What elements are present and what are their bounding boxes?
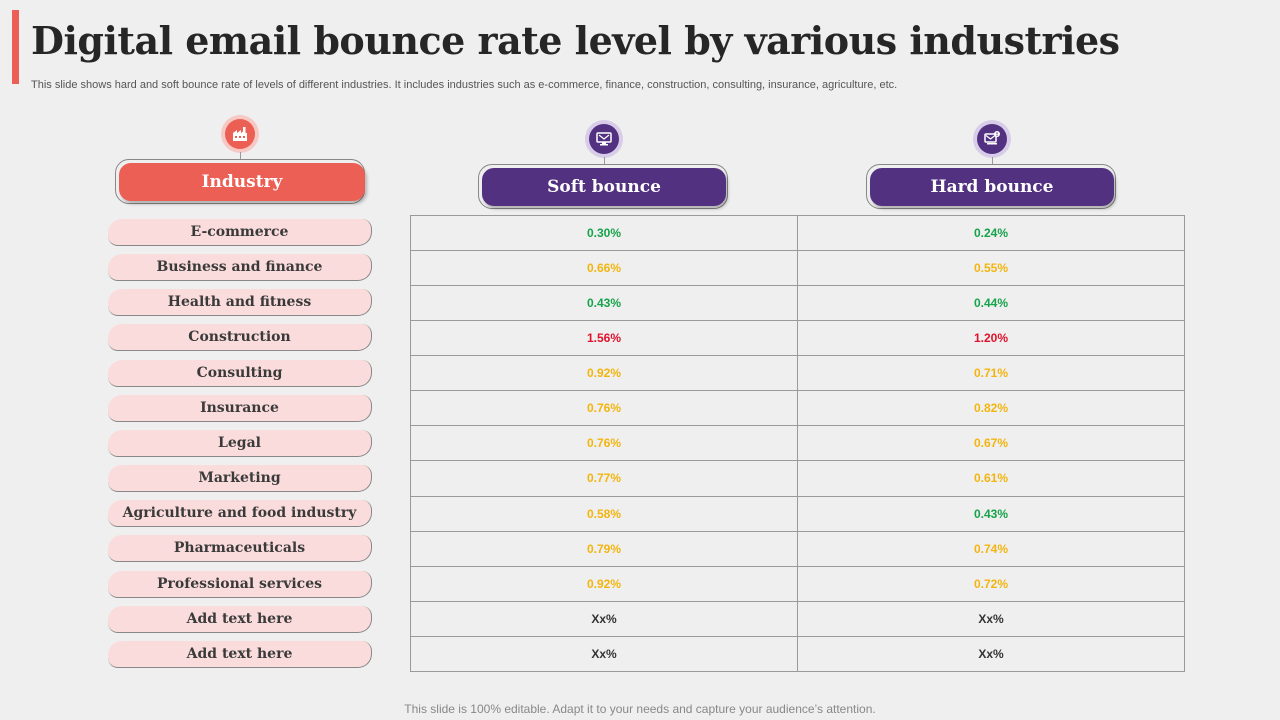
industry-label: Construction [108, 324, 372, 351]
industry-label: Health and fitness [108, 289, 372, 316]
bounce-rate-table: 0.30% 0.24% 0.66% 0.55% 0.43% 0.44% 1.56… [410, 214, 1185, 673]
soft-bounce-cell: Xx% [410, 600, 798, 637]
soft-bounce-cell: 0.76% [410, 390, 798, 427]
soft-bounce-cell: 0.79% [410, 530, 798, 567]
industry-label: Agriculture and food industry [108, 500, 372, 527]
table-row: 0.43% 0.44% [410, 285, 1185, 322]
hard-bounce-cell: 1.20% [797, 320, 1185, 357]
hard-bounce-cell: 0.61% [797, 460, 1185, 497]
hard-bounce-header: Hard bounce [870, 168, 1114, 206]
table-row: 1.56% 1.20% [410, 320, 1185, 357]
industry-label: Pharmaceuticals [108, 535, 372, 562]
industry-label: E-commerce [108, 219, 372, 246]
soft-bounce-cell: 0.76% [410, 425, 798, 462]
industry-label: Add text here [108, 606, 372, 633]
table-row: 0.66% 0.55% [410, 250, 1185, 287]
soft-bounce-cell: Xx% [410, 635, 798, 673]
soft-bounce-cell: 1.56% [410, 320, 798, 357]
table-row: 0.76% 0.67% [410, 425, 1185, 462]
email-alert-icon [984, 131, 1000, 145]
hard-bounce-cell: 0.71% [797, 355, 1185, 392]
table-row: 0.79% 0.74% [410, 530, 1185, 567]
hard-bounce-cell: 0.24% [797, 214, 1185, 252]
table-row: Xx% Xx% [410, 600, 1185, 637]
factory-icon [233, 127, 247, 141]
industry-label: Add text here [108, 641, 372, 668]
table-row: 0.92% 0.72% [410, 565, 1185, 602]
soft-bounce-cell: 0.58% [410, 495, 798, 532]
industry-icon-badge [221, 115, 259, 153]
soft-bounce-header: Soft bounce [482, 168, 726, 206]
accent-bar [12, 10, 19, 84]
soft-bounce-cell: 0.92% [410, 565, 798, 602]
page-subtitle: This slide shows hard and soft bounce ra… [31, 79, 898, 91]
industry-header: Industry [119, 163, 365, 201]
hard-bounce-icon-badge [973, 120, 1011, 158]
soft-bounce-cell: 0.66% [410, 250, 798, 287]
soft-bounce-cell: 0.30% [410, 214, 798, 252]
table-row: 0.76% 0.82% [410, 390, 1185, 427]
hard-bounce-cell: Xx% [797, 600, 1185, 637]
industry-label: Legal [108, 430, 372, 457]
table-row: 0.77% 0.61% [410, 460, 1185, 497]
soft-bounce-cell: 0.92% [410, 355, 798, 392]
industry-label: Professional services [108, 571, 372, 598]
hard-bounce-cell: 0.74% [797, 530, 1185, 567]
industry-label: Consulting [108, 360, 372, 387]
soft-bounce-icon-badge [585, 120, 623, 158]
footer-note: This slide is 100% editable. Adapt it to… [404, 702, 876, 716]
hard-bounce-cell: 0.72% [797, 565, 1185, 602]
table-row: 0.58% 0.43% [410, 495, 1185, 532]
soft-bounce-cell: 0.77% [410, 460, 798, 497]
hard-bounce-cell: Xx% [797, 635, 1185, 673]
table-row: Xx% Xx% [410, 635, 1185, 673]
hard-bounce-cell: 0.43% [797, 495, 1185, 532]
hard-bounce-cell: 0.67% [797, 425, 1185, 462]
industry-label: Marketing [108, 465, 372, 492]
industry-label: Business and finance [108, 254, 372, 281]
hard-bounce-cell: 0.44% [797, 285, 1185, 322]
table-row: 0.30% 0.24% [410, 214, 1185, 252]
table-row: 0.92% 0.71% [410, 355, 1185, 392]
industry-label: Insurance [108, 395, 372, 422]
hard-bounce-cell: 0.55% [797, 250, 1185, 287]
hard-bounce-cell: 0.82% [797, 390, 1185, 427]
soft-bounce-cell: 0.43% [410, 285, 798, 322]
email-monitor-icon [596, 132, 612, 146]
page-title: Digital email bounce rate level by vario… [31, 18, 1120, 63]
